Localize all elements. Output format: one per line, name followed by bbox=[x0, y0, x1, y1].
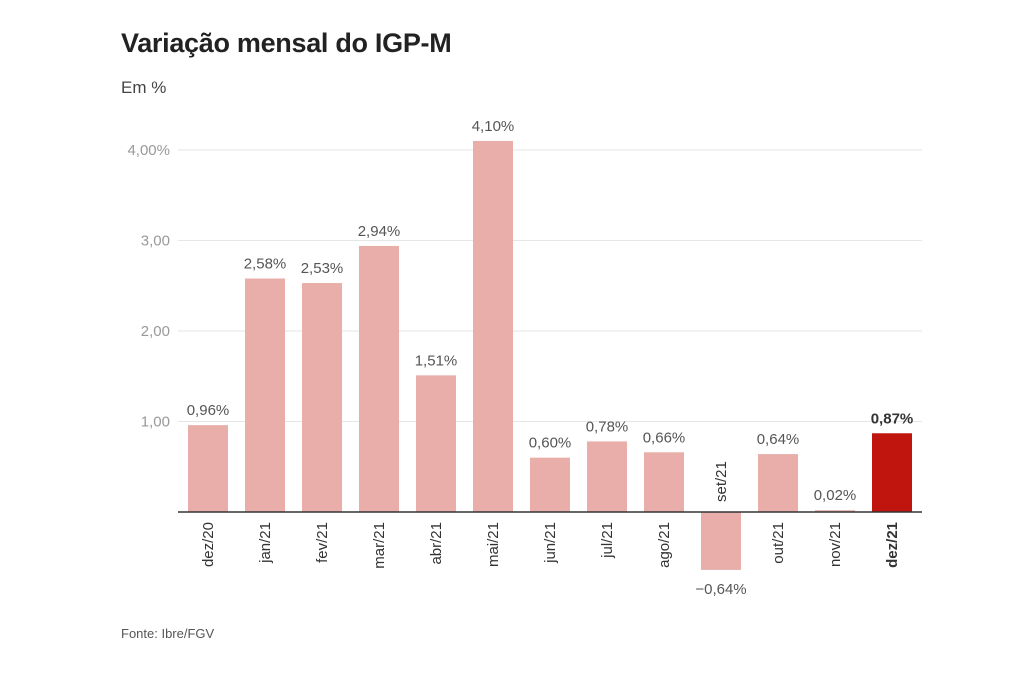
bar bbox=[587, 441, 627, 512]
value-label: 0,66% bbox=[643, 429, 686, 446]
value-label: 4,10% bbox=[472, 118, 515, 135]
bar bbox=[359, 245, 399, 512]
category-label: dez/20 bbox=[200, 522, 217, 567]
value-label: 2,58% bbox=[244, 256, 287, 273]
bar bbox=[872, 433, 912, 512]
bar bbox=[644, 452, 684, 512]
y-tick-label: 1,00 bbox=[141, 414, 170, 431]
bar bbox=[701, 512, 741, 570]
y-tick-label: 4,00% bbox=[127, 142, 170, 159]
category-label: fev/21 bbox=[314, 522, 331, 563]
value-label: 2,53% bbox=[301, 260, 344, 277]
chart-subtitle: Em % bbox=[121, 78, 167, 97]
y-tick-label: 3,00 bbox=[141, 233, 170, 250]
bar bbox=[188, 425, 228, 512]
category-label: jul/21 bbox=[599, 522, 616, 559]
value-label: 0,78% bbox=[586, 418, 629, 435]
category-label: set/21 bbox=[713, 461, 730, 502]
category-label: abr/21 bbox=[428, 522, 445, 565]
value-label: 0,64% bbox=[757, 431, 800, 448]
value-label: 0,02% bbox=[814, 487, 857, 504]
category-label: dez/21 bbox=[884, 522, 901, 568]
bar bbox=[245, 278, 285, 512]
source-note: Fonte: Ibre/FGV bbox=[121, 626, 215, 641]
value-label: 1,51% bbox=[415, 352, 458, 369]
bar bbox=[416, 375, 456, 512]
bar bbox=[530, 457, 570, 512]
value-label: 0,96% bbox=[187, 402, 230, 419]
value-label: 0,87% bbox=[871, 410, 914, 427]
category-label: nov/21 bbox=[827, 522, 844, 567]
category-label: ago/21 bbox=[656, 522, 673, 568]
labels: 1,00 2,00 3,00 4,00% 0,96% dez/20 2,58% jan/21 2… bbox=[127, 118, 913, 598]
value-label: 0,60% bbox=[529, 435, 572, 452]
chart-title: Variação mensal do IGP-M bbox=[121, 28, 452, 58]
value-label: 2,94% bbox=[358, 223, 401, 240]
bar bbox=[815, 510, 855, 512]
bar bbox=[758, 454, 798, 512]
y-tick-label: 2,00 bbox=[141, 323, 170, 340]
category-label: out/21 bbox=[770, 522, 787, 564]
value-label: −0,64% bbox=[695, 581, 746, 598]
grid-lines bbox=[178, 149, 922, 422]
category-label: jun/21 bbox=[542, 522, 559, 564]
bars bbox=[188, 140, 912, 570]
category-label: mai/21 bbox=[485, 522, 502, 567]
category-label: mar/21 bbox=[371, 522, 388, 569]
bar bbox=[473, 140, 513, 512]
bar bbox=[302, 283, 342, 512]
category-label: jan/21 bbox=[257, 522, 274, 564]
